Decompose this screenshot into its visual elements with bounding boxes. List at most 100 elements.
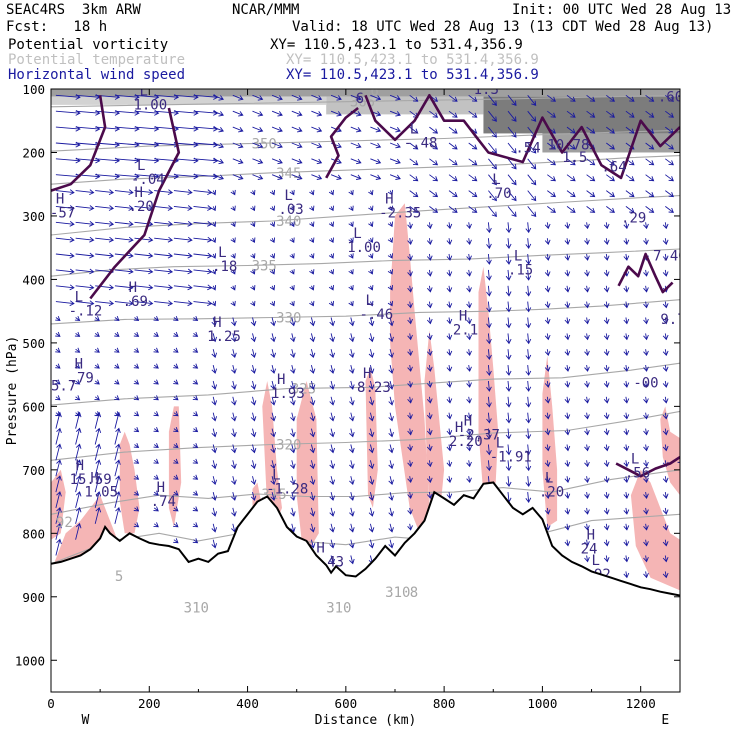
- wind-vector: [270, 380, 277, 390]
- wind-vector: [662, 253, 669, 261]
- wind-vector: [328, 269, 334, 275]
- wind-vector: [586, 110, 596, 118]
- wind-vector: [643, 428, 649, 436]
- wind-vector: [213, 142, 224, 149]
- wind-vector: [250, 253, 256, 259]
- pv-label-4: 9.7: [660, 312, 685, 328]
- wind-vector: [525, 349, 532, 361]
- wind-vector: [566, 110, 576, 118]
- wind-vector: [271, 94, 283, 101]
- marker-value-5: -.48: [404, 135, 438, 151]
- wind-vector: [75, 491, 82, 509]
- wind-vector: [330, 110, 342, 117]
- wind-vector: [153, 347, 159, 353]
- low-marker-13: L: [366, 293, 374, 309]
- wind-vector: [488, 142, 497, 154]
- pv-label-12: 5.7: [51, 379, 76, 395]
- low-marker-1: L: [139, 83, 147, 99]
- wind-vector: [311, 174, 323, 180]
- wind-vector: [230, 189, 236, 196]
- wind-vector: [584, 428, 590, 436]
- wind-vector: [407, 349, 413, 357]
- wind-vector: [133, 427, 140, 433]
- wind-vector: [603, 460, 610, 468]
- wind-vector: [114, 395, 120, 401]
- wind-vector: [368, 539, 375, 549]
- wind-vector: [544, 269, 551, 277]
- wind-vector: [662, 222, 669, 230]
- wind-vector: [95, 300, 115, 307]
- wind-vector: [211, 523, 218, 533]
- wind-vector: [387, 300, 393, 307]
- wind-vector: [368, 253, 374, 259]
- y-tick-label: 900: [22, 590, 45, 605]
- wind-vector: [114, 315, 120, 322]
- wind-vector: [250, 205, 256, 212]
- wind-vector: [643, 444, 649, 452]
- wind-vector: [409, 94, 419, 102]
- wind-vector: [269, 253, 276, 259]
- wind-vector: [289, 300, 295, 307]
- wind-vector: [250, 189, 256, 196]
- wind-vector: [114, 506, 121, 524]
- wind-vector: [623, 539, 630, 547]
- wind-vector: [250, 396, 257, 406]
- wind-vector: [289, 205, 295, 212]
- wind-vector: [153, 427, 159, 433]
- wind-vector: [387, 189, 393, 196]
- wind-vector: [114, 475, 121, 493]
- wind-vector: [309, 285, 315, 291]
- wind-vector: [426, 412, 433, 420]
- wind-vector: [665, 142, 674, 150]
- wind-vector: [662, 571, 669, 579]
- wind-vector: [448, 94, 458, 102]
- wind-vector: [173, 442, 179, 449]
- wind-vector: [231, 491, 237, 501]
- wind-vector: [270, 491, 277, 501]
- wind-vector: [173, 347, 179, 353]
- wind-vector: [328, 285, 334, 291]
- wind-vector: [271, 158, 283, 165]
- wind-vector: [192, 458, 199, 464]
- wind-vector: [566, 174, 576, 182]
- high-marker-18: H: [363, 366, 371, 382]
- model-title: SEAC4RS 3km ARW: [6, 2, 141, 18]
- high-marker-0: H: [56, 191, 64, 207]
- wind-vector: [564, 238, 571, 246]
- wind-vector: [348, 237, 354, 243]
- wind-vector: [429, 158, 439, 166]
- wind-vector: [426, 492, 433, 499]
- wind-vector: [192, 411, 199, 417]
- wind-vector: [211, 507, 218, 517]
- wind-vector: [388, 380, 394, 390]
- wind-vector: [525, 460, 532, 472]
- wind-vector: [623, 476, 630, 484]
- wind-vector: [290, 491, 296, 501]
- pv-label-11: .29: [621, 210, 646, 226]
- wind-vector: [446, 333, 453, 341]
- wind-vector: [368, 205, 374, 212]
- wind-vector: [94, 475, 102, 493]
- wind-vector: [486, 333, 492, 345]
- wind-vector: [429, 206, 439, 213]
- wind-vector: [290, 380, 296, 390]
- edge-label-1: 5: [115, 569, 123, 585]
- wind-vector: [311, 158, 323, 165]
- wind-vector: [407, 285, 413, 293]
- wind-vector: [173, 284, 193, 291]
- wind-vector: [270, 460, 277, 470]
- init-time: Init: 00 UTC Wed 28 Aug 13: [512, 2, 732, 18]
- wind-vector: [270, 428, 277, 438]
- legend-pv-label: Potential vorticity: [8, 37, 169, 53]
- wind-vector: [466, 317, 472, 325]
- wind-vector: [388, 333, 394, 343]
- wind-vector: [564, 507, 571, 515]
- low-marker-4: L: [284, 188, 292, 204]
- wind-vector: [388, 364, 394, 374]
- wind-vector: [153, 411, 159, 417]
- wind-vector: [328, 253, 334, 259]
- wind-vector: [231, 349, 237, 359]
- wind-vector: [193, 236, 213, 243]
- pv-label-10: .64: [601, 160, 626, 176]
- wind-vector: [368, 507, 375, 517]
